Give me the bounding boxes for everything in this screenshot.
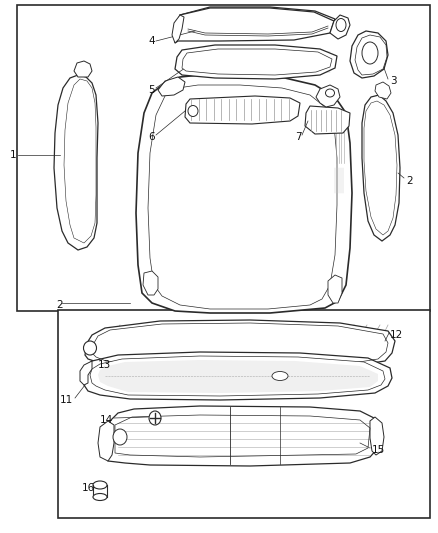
Polygon shape xyxy=(158,77,185,96)
Polygon shape xyxy=(98,421,114,461)
Text: 15: 15 xyxy=(372,445,385,455)
Polygon shape xyxy=(175,45,337,79)
Polygon shape xyxy=(375,82,391,99)
Text: 1: 1 xyxy=(10,150,17,160)
Ellipse shape xyxy=(336,19,346,31)
Ellipse shape xyxy=(149,411,161,425)
Text: 4: 4 xyxy=(148,36,155,46)
Polygon shape xyxy=(350,31,388,78)
Polygon shape xyxy=(90,356,385,396)
Polygon shape xyxy=(54,75,98,250)
Text: 6: 6 xyxy=(148,132,155,142)
Text: 5: 5 xyxy=(148,85,155,95)
Polygon shape xyxy=(185,96,300,124)
Ellipse shape xyxy=(113,429,127,445)
Polygon shape xyxy=(143,271,158,295)
Text: 13: 13 xyxy=(98,360,111,370)
Polygon shape xyxy=(85,320,395,370)
Polygon shape xyxy=(172,15,184,43)
Ellipse shape xyxy=(84,341,96,355)
Polygon shape xyxy=(330,15,350,39)
Ellipse shape xyxy=(188,106,198,117)
Polygon shape xyxy=(328,275,342,303)
Ellipse shape xyxy=(93,481,107,489)
Text: 14: 14 xyxy=(100,415,113,425)
Polygon shape xyxy=(316,85,340,107)
Polygon shape xyxy=(80,361,92,385)
Polygon shape xyxy=(98,360,378,393)
Polygon shape xyxy=(362,95,400,241)
Text: 16: 16 xyxy=(82,483,95,493)
Polygon shape xyxy=(74,61,92,77)
Ellipse shape xyxy=(272,372,288,381)
Bar xyxy=(58,310,430,518)
Polygon shape xyxy=(136,75,352,313)
Bar xyxy=(93,485,107,497)
Text: 3: 3 xyxy=(390,76,397,86)
Text: 12: 12 xyxy=(390,330,403,340)
Polygon shape xyxy=(305,106,350,134)
Polygon shape xyxy=(82,352,392,400)
Bar xyxy=(17,5,430,311)
Ellipse shape xyxy=(325,89,335,97)
Ellipse shape xyxy=(93,494,107,500)
Text: 2: 2 xyxy=(406,176,413,186)
Text: 11: 11 xyxy=(60,395,73,405)
Polygon shape xyxy=(175,8,334,43)
Polygon shape xyxy=(175,7,335,36)
Polygon shape xyxy=(106,406,380,466)
Text: 2: 2 xyxy=(56,300,63,310)
Polygon shape xyxy=(370,417,384,455)
Text: 7: 7 xyxy=(295,132,302,142)
Polygon shape xyxy=(182,49,332,75)
